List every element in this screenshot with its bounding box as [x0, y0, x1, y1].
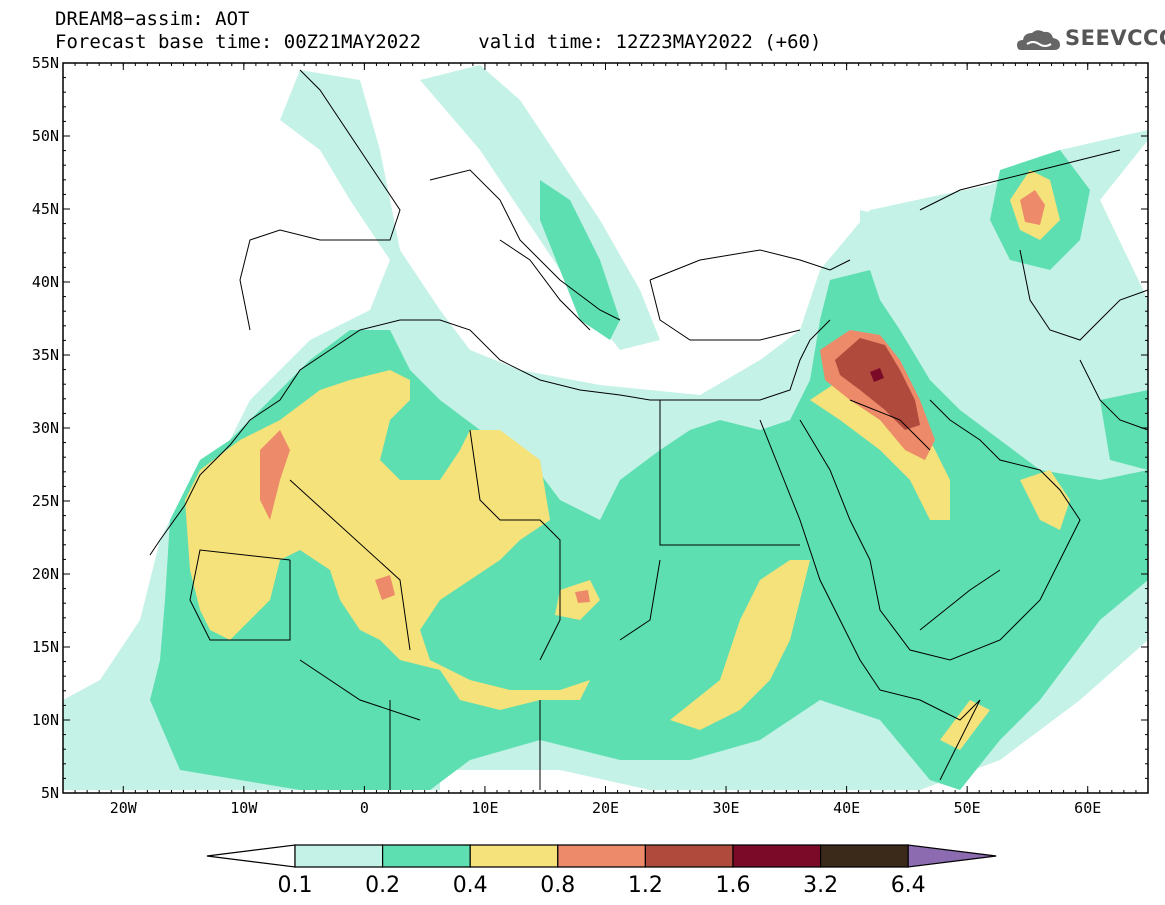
lon-tick-label: 20W — [110, 799, 138, 817]
lon-tick-label: 60E — [1074, 799, 1101, 817]
coastlines — [149, 69, 1148, 790]
colorbar-swatch — [732, 844, 822, 868]
valid-time: valid time: 12Z23MAY2022 (+60) — [478, 31, 822, 53]
colorbar-high-arrow — [907, 844, 997, 868]
colorbar-swatch — [557, 844, 647, 868]
lat-tick-label: 35N — [32, 346, 59, 364]
cloud-icon — [1017, 30, 1060, 50]
lat-tick-label: 50N — [32, 127, 59, 145]
lon-tick-label: 10E — [471, 799, 498, 817]
lon-tick-label: 0 — [360, 799, 369, 817]
lon-tick-label: 20E — [592, 799, 619, 817]
colorbar-swatch — [819, 844, 909, 868]
lon-tick-label: 40E — [833, 799, 860, 817]
lat-tick-label: 5N — [41, 784, 59, 802]
lat-tick-label: 55N — [32, 54, 59, 72]
colorbar-swatch — [294, 844, 384, 868]
colorbar-swatch — [469, 844, 559, 868]
lat-tick-label: 45N — [32, 200, 59, 218]
logo-text: SEEVCCC — [1065, 26, 1165, 50]
aot-field — [63, 65, 1148, 790]
lon-tick-label: 50E — [954, 799, 981, 817]
colorbar-swatch — [644, 844, 734, 868]
time-info: Forecast base time: 00Z21MAY2022 valid t… — [55, 31, 821, 53]
colorbar-label: 1.2 — [627, 873, 663, 898]
colorbar-label: 3.2 — [803, 873, 839, 898]
lat-tick-label: 15N — [32, 638, 59, 656]
lon-tick-label: 10W — [230, 799, 258, 817]
colorbar-low-arrow — [206, 844, 296, 868]
lat-tick-label: 20N — [32, 565, 59, 583]
colorbar-label: 6.4 — [890, 873, 926, 898]
colorbar — [206, 844, 997, 868]
colorbar-label: 0.2 — [365, 873, 401, 898]
lat-tick-label: 40N — [32, 273, 59, 291]
colorbar-label: 0.1 — [277, 873, 313, 898]
colorbar-label: 0.8 — [540, 873, 576, 898]
lat-tick-label: 30N — [32, 419, 59, 437]
colorbar-label: 1.6 — [715, 873, 751, 898]
product-title: DREAM8−assim: AOT — [55, 8, 250, 30]
lat-tick-label: 10N — [32, 711, 59, 729]
lon-tick-label: 30E — [713, 799, 740, 817]
colorbar-swatch — [382, 844, 471, 868]
lat-tick-label: 25N — [32, 492, 59, 510]
base-time: Forecast base time: 00Z21MAY2022 — [55, 31, 422, 53]
colorbar-label: 0.4 — [452, 873, 488, 898]
